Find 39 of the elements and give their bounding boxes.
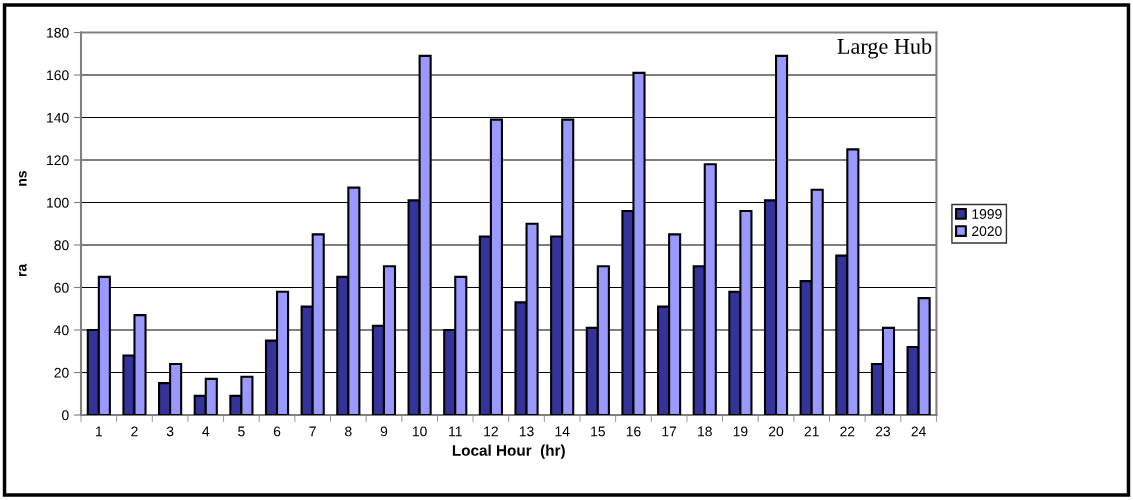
- x-tick-label: 2: [131, 426, 138, 437]
- legend-label: 1999: [972, 209, 1002, 219]
- legend-label: 2020: [972, 226, 1002, 237]
- x-axis-title: Local Hour (hr): [452, 444, 565, 459]
- y-axis-title: ra ns: [19, 171, 27, 277]
- x-tick-label: 9: [380, 426, 388, 437]
- y-tick-label: 20: [54, 367, 69, 378]
- x-tick-label: 23: [875, 426, 891, 437]
- x-tick-label: 13: [519, 426, 534, 437]
- x-tick-label: 3: [166, 426, 174, 437]
- x-tick-label: 12: [484, 426, 498, 437]
- x-tick-label: 19: [733, 426, 748, 437]
- x-tick-label: 24: [911, 426, 926, 437]
- y-tick-label: 120: [47, 155, 69, 166]
- y-tick-label: 40: [54, 325, 69, 336]
- x-tick-label: 22: [840, 426, 855, 437]
- x-tick-label: 16: [626, 426, 641, 437]
- x-tick-label: 4: [202, 426, 210, 437]
- annotation: Large Hub: [837, 38, 932, 59]
- x-tick-label: 8: [345, 426, 352, 437]
- x-tick-label: 21: [804, 426, 819, 437]
- y-tick-label: 0: [62, 410, 69, 421]
- y-tick-label: 60: [54, 282, 69, 293]
- x-tick-label: 11: [449, 426, 462, 437]
- y-tick-label: 100: [47, 197, 69, 208]
- x-tick-label: 17: [662, 426, 677, 437]
- x-tick-label: 1: [96, 426, 103, 437]
- y-tick-label: 80: [54, 240, 69, 251]
- x-tick-label: 15: [591, 426, 605, 437]
- x-tick-label: 7: [309, 426, 316, 437]
- x-tick-label: 14: [555, 426, 570, 437]
- x-tick-label: 10: [412, 426, 427, 437]
- y-tick-label: 140: [47, 112, 69, 123]
- y-tick-label: 160: [47, 70, 69, 81]
- x-tick-label: 18: [698, 426, 712, 437]
- x-tick-label: 5: [238, 426, 245, 437]
- x-tick-label: 6: [273, 426, 281, 437]
- y-tick-label: 180: [47, 27, 69, 38]
- x-tick-label: 20: [769, 426, 784, 437]
